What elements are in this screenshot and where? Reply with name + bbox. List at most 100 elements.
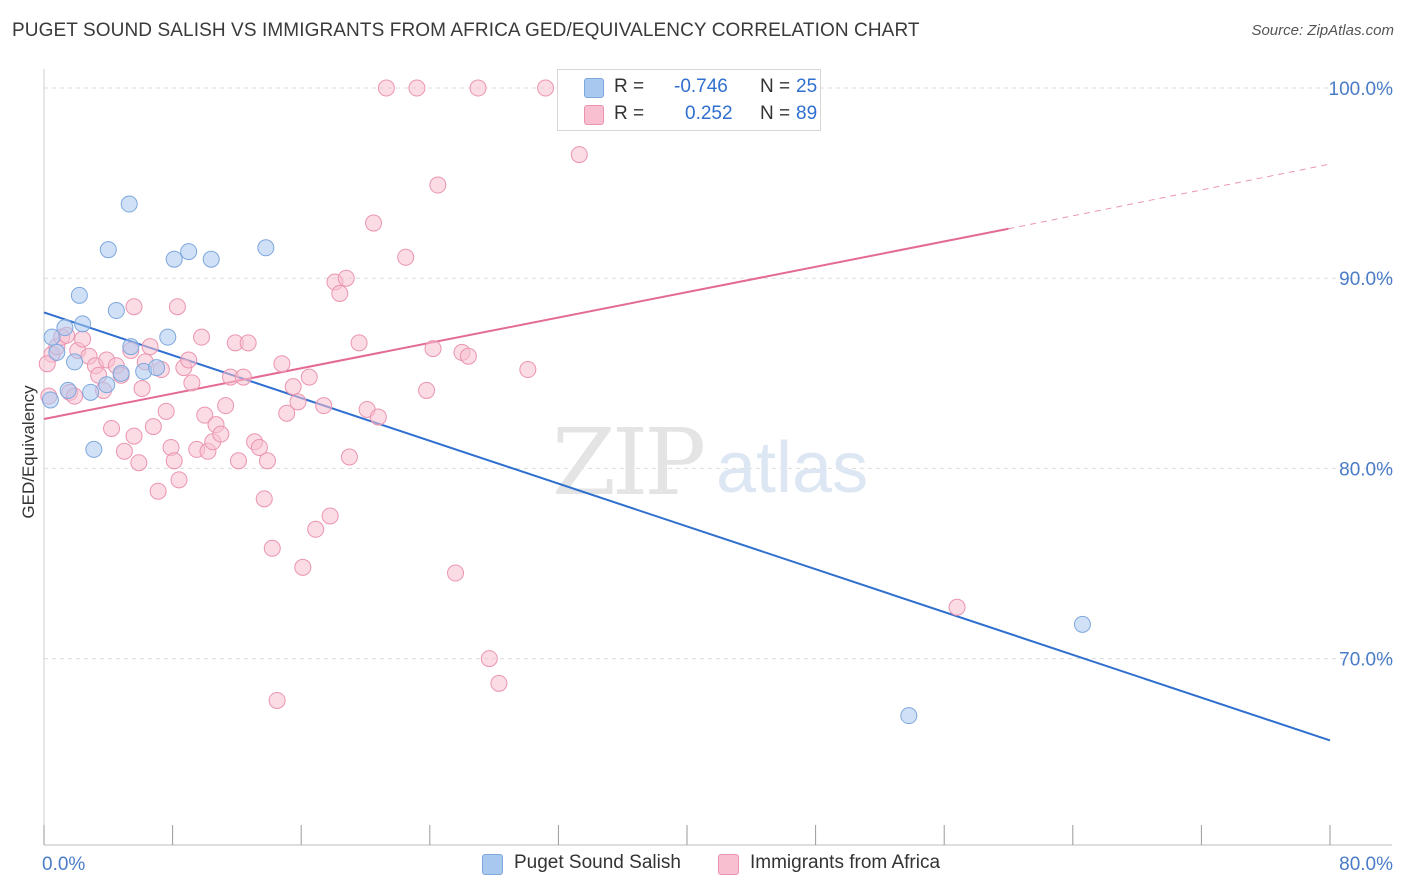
data-points <box>38 79 1091 725</box>
data-point <box>239 334 257 352</box>
data-point <box>537 79 555 97</box>
data-point <box>56 319 74 337</box>
data-point <box>107 302 125 320</box>
data-point <box>70 286 88 304</box>
data-point <box>82 383 100 401</box>
data-point <box>429 176 447 194</box>
data-point <box>258 452 276 470</box>
data-point <box>257 239 275 257</box>
data-point <box>408 79 426 97</box>
data-point <box>125 427 143 445</box>
data-point <box>74 315 92 333</box>
data-point <box>294 558 312 576</box>
data-point <box>340 448 358 466</box>
data-point <box>369 408 387 426</box>
data-point <box>418 381 436 399</box>
x-tick-labels: 0.0% 80.0% <box>42 854 1393 875</box>
data-point <box>157 402 175 420</box>
data-point <box>377 79 395 97</box>
data-point <box>165 452 183 470</box>
data-point <box>41 391 59 409</box>
data-point <box>337 269 355 287</box>
data-point <box>120 195 138 213</box>
source-label: Source: ZipAtlas.com <box>1251 22 1394 39</box>
data-point <box>148 359 166 377</box>
y-tick-labels: 100.0% 90.0% 80.0% 70.0% <box>1329 79 1394 671</box>
y-tick-label: 70.0% <box>1339 650 1393 671</box>
data-point <box>98 376 116 394</box>
legend-r-label: R = <box>614 103 645 124</box>
data-point <box>122 338 140 356</box>
data-point <box>519 361 537 379</box>
data-point <box>284 378 302 396</box>
data-point <box>307 520 325 538</box>
data-point <box>141 338 159 356</box>
data-point <box>170 471 188 489</box>
x-tick-label: 80.0% <box>1339 854 1393 875</box>
bottom-legend-label-salish: Puget Sound Salish <box>514 852 681 873</box>
data-point <box>948 598 966 616</box>
data-point <box>570 146 588 164</box>
data-point <box>180 243 198 261</box>
bottom-legend-swatch-salish <box>482 854 503 875</box>
data-point <box>212 425 230 443</box>
data-point <box>1073 615 1091 633</box>
legend-n-value: 89 <box>796 103 818 124</box>
data-point <box>250 438 268 456</box>
data-point <box>469 79 487 97</box>
legend-n-label: N = <box>760 76 791 97</box>
stats-legend: R = -0.746 N = 25 R = 0.252 N = 89 <box>557 69 821 131</box>
y-tick-label: 90.0% <box>1339 269 1393 290</box>
data-point <box>202 250 220 268</box>
data-point <box>112 364 130 382</box>
y-axis-label: GED/Equivalency <box>19 385 38 519</box>
data-point <box>321 507 339 525</box>
data-point <box>193 328 211 346</box>
data-point <box>315 397 333 415</box>
data-point <box>273 355 291 373</box>
x-tick-label: 0.0% <box>42 854 85 875</box>
trend-line-extension <box>1008 163 1331 230</box>
data-point <box>115 442 133 460</box>
watermark-zip: ZIP <box>552 409 703 516</box>
data-point <box>447 564 465 582</box>
data-point <box>278 404 296 422</box>
data-point <box>99 241 117 259</box>
chart-title: PUGET SOUND SALISH VS IMMIGRANTS FROM AF… <box>12 20 920 41</box>
data-point <box>130 454 148 472</box>
data-point <box>350 334 368 352</box>
data-point <box>85 440 103 458</box>
data-point <box>144 418 162 436</box>
data-point <box>365 214 383 232</box>
data-point <box>459 347 477 365</box>
data-point <box>234 368 252 386</box>
data-point <box>289 393 307 411</box>
data-point <box>133 380 151 398</box>
data-point <box>48 343 66 361</box>
legend-n-value: 25 <box>796 76 818 97</box>
data-point <box>38 355 56 373</box>
data-point <box>159 328 177 346</box>
data-point <box>397 248 415 266</box>
data-point <box>103 419 121 437</box>
bottom-legend-label-africa: Immigrants from Africa <box>750 852 941 873</box>
data-point <box>900 707 918 725</box>
data-point <box>263 539 281 557</box>
data-point <box>230 452 248 470</box>
legend-r-label: R = <box>614 76 645 97</box>
data-point <box>424 340 442 358</box>
y-tick-label: 80.0% <box>1339 459 1393 480</box>
data-point <box>217 397 235 415</box>
trend-line <box>43 311 1331 742</box>
legend-swatch-africa <box>584 105 604 125</box>
data-point <box>165 250 183 268</box>
data-point <box>125 298 143 316</box>
data-point <box>168 298 186 316</box>
data-point <box>43 328 61 346</box>
data-point <box>480 650 498 668</box>
data-point <box>74 330 92 348</box>
data-point <box>268 691 286 709</box>
axes <box>43 69 1392 846</box>
legend-swatch-salish <box>584 78 604 98</box>
